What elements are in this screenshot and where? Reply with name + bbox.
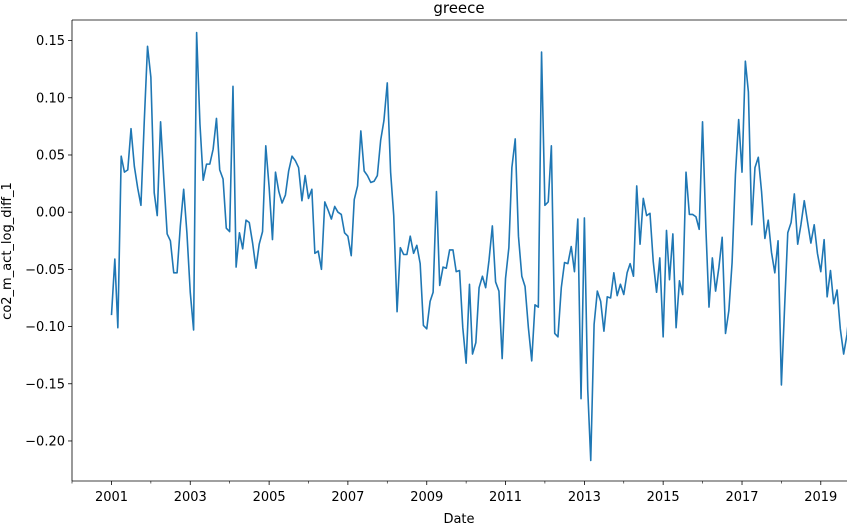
y-tick-label: −0.15: [25, 377, 65, 392]
x-tick-label: 2005: [253, 490, 286, 505]
y-tick-label: 0.15: [36, 34, 65, 49]
x-axis-title: Date: [443, 512, 474, 525]
y-tick-label: 0.00: [36, 206, 65, 221]
x-tick-label: 2009: [410, 490, 443, 505]
y-tick-label: −0.10: [25, 320, 65, 335]
y-tick-label: −0.05: [25, 263, 65, 278]
y-tick-label: −0.20: [25, 434, 65, 449]
y-tick-label: 0.05: [36, 148, 65, 163]
x-tick-label: 2019: [804, 490, 837, 505]
y-axis-title: co2_m_act_log_diff_1: [0, 182, 15, 320]
x-tick-label: 2003: [174, 490, 207, 505]
x-tick-label: 2017: [725, 490, 758, 505]
series-line: [110, 31, 847, 462]
x-tick-label: 2015: [647, 490, 680, 505]
x-tick-label: 2007: [331, 490, 364, 505]
x-tick-label: 2013: [568, 490, 601, 505]
y-tick-label: 0.10: [36, 91, 65, 106]
x-tick-label: 2001: [95, 490, 128, 505]
x-axis: 2001 2003 2005 2007 2009 2011 2013 2015 2017 2019: [71, 481, 837, 505]
x-tick-label: 2011: [489, 490, 522, 505]
plot-area: [71, 19, 847, 482]
y-axis: 0.15 0.10 0.05 0.00 −0.05 −0.10 −0.15 −0.20: [25, 34, 72, 449]
chart-title: greece: [433, 0, 484, 17]
